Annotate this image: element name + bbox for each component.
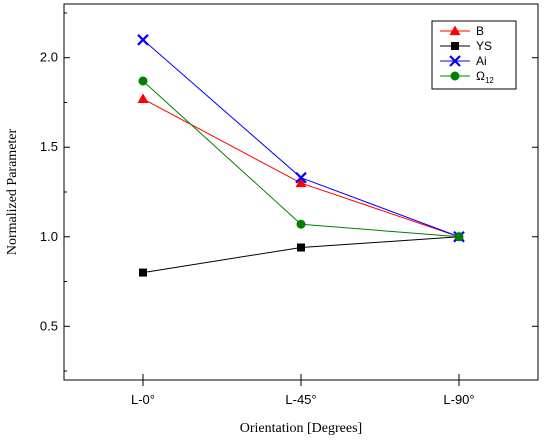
- legend-label-main: YS: [476, 39, 492, 53]
- data-point: [454, 232, 464, 242]
- series-line: [142, 39, 460, 238]
- data-point: [137, 34, 149, 46]
- data-point: [295, 171, 307, 184]
- legend-label-main: Ai: [476, 54, 487, 68]
- legend-entry: Ω12: [440, 69, 494, 85]
- series-ys: [139, 232, 463, 277]
- legend-label: B: [476, 24, 484, 38]
- legend-label-main: B: [476, 24, 484, 38]
- data-point-stroke: [137, 34, 149, 46]
- x-tick-label: L-90°: [443, 392, 474, 407]
- data-point: [139, 268, 147, 277]
- legend-marker-stroke: [449, 55, 461, 67]
- series-b: [137, 93, 465, 241]
- legend-marker: [449, 55, 461, 67]
- legend-entry: Ai: [440, 54, 487, 68]
- x-axis: L-0° L-45° L-90°: [131, 374, 475, 407]
- legend-label: YS: [476, 39, 492, 53]
- y-axis-title: Normalized Parameter: [5, 128, 20, 255]
- series-12: [138, 76, 464, 242]
- series-line: [142, 80, 460, 238]
- legend-entry: YS: [440, 39, 492, 53]
- data-point: [295, 177, 307, 188]
- y-tick-label: 1.0: [40, 229, 58, 244]
- series-layer: [137, 34, 465, 277]
- data-point: [137, 93, 149, 104]
- legend-box: [431, 20, 517, 90]
- y-tick-label: 1.5: [40, 139, 58, 154]
- data-point: [138, 76, 148, 86]
- data-point: [297, 243, 305, 252]
- series-ai: [137, 34, 465, 243]
- legend-label-main: Ω: [476, 69, 485, 83]
- y-tick-label: 0.5: [40, 318, 58, 333]
- data-point: [296, 219, 306, 229]
- legend-label-subscript: 12: [485, 76, 494, 85]
- x-axis-title: Orientation [Degrees]: [240, 421, 362, 436]
- legend-label: Ai: [476, 54, 487, 68]
- legend-entry: B: [440, 24, 484, 38]
- x-tick-label: L-45°: [285, 392, 316, 407]
- x-tick-label: L-0°: [131, 392, 155, 407]
- legend-marker: [449, 25, 461, 36]
- legend-marker: [451, 42, 459, 50]
- legend-label: Ω12: [476, 69, 494, 85]
- series-line: [142, 236, 460, 274]
- data-point-stroke: [295, 171, 307, 184]
- legend-marker: [450, 71, 460, 81]
- y-tick-label: 2.0: [40, 50, 58, 65]
- y-axis: 0.5 1.0 1.5 2.0: [40, 12, 538, 372]
- series-line: [142, 98, 460, 238]
